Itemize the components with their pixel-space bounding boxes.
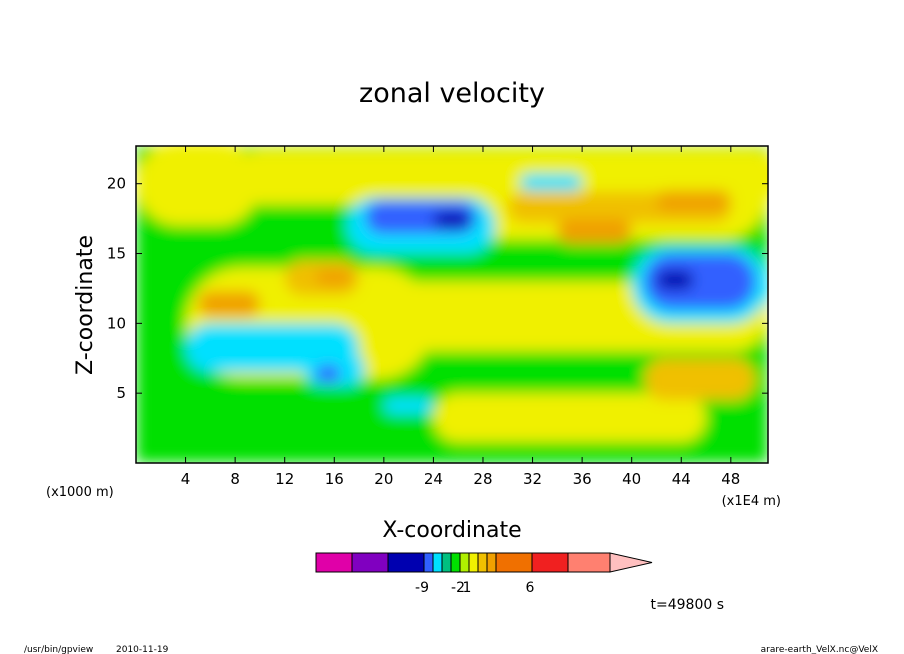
colorbar-segment <box>459 552 470 573</box>
x-axis-ticks: 4 8 12 16 20 24 28 32 36 40 44 48 <box>181 146 740 488</box>
colorbar-segment <box>531 552 569 573</box>
x-tick-label: 20 <box>374 470 393 488</box>
x-tick-label: 48 <box>721 470 740 488</box>
colorbar-segment <box>486 552 497 573</box>
field-region <box>315 365 341 383</box>
colorbar-label: -2 <box>451 580 465 596</box>
field-region <box>433 393 707 443</box>
colorbar-tip <box>609 552 653 573</box>
y-tick-label: 20 <box>107 175 126 193</box>
x-tick-label: 28 <box>473 470 492 488</box>
x-tick-label: 32 <box>523 470 542 488</box>
colorbar-segment <box>495 552 533 573</box>
y-tick-label: 10 <box>107 314 126 332</box>
x-tick-label: 16 <box>325 470 344 488</box>
field-region <box>315 268 353 286</box>
x-tick-label: 40 <box>622 470 641 488</box>
x-tick-label: 44 <box>672 470 691 488</box>
x-tick-label: 36 <box>573 470 592 488</box>
colorbar-segment <box>450 552 461 573</box>
field-region <box>383 397 434 415</box>
colorbar-segment <box>468 552 479 573</box>
colorbar-label: 6 <box>526 580 535 596</box>
field-region <box>644 358 756 401</box>
y-axis-ticks: 5 10 15 20 <box>107 175 768 402</box>
field-region <box>656 270 694 290</box>
x-tick-label: 4 <box>181 470 191 488</box>
colorbar-segment <box>567 552 611 573</box>
field-region <box>557 218 632 244</box>
footer-path: /usr/bin/gpview <box>24 645 93 654</box>
x-tick-label: 24 <box>424 470 443 488</box>
y-tick-label: 5 <box>116 384 126 402</box>
y-tick-label: 15 <box>107 245 126 263</box>
colorbar: -9 -21 6 <box>315 552 653 596</box>
field-region <box>197 291 260 317</box>
x-axis-label: X-coordinate <box>382 518 521 543</box>
colorbar-segment <box>432 552 443 573</box>
field-region <box>433 211 471 229</box>
y-unit-note: (x1000 m) <box>46 485 114 500</box>
plot-frame <box>135 145 769 464</box>
field-region <box>656 190 731 212</box>
colorbar-segment <box>423 552 434 573</box>
x-tick-label: 12 <box>275 470 294 488</box>
chart-title: zonal velocity <box>359 78 545 109</box>
time-label: t=49800 s <box>651 597 725 613</box>
colorbar-segment <box>477 552 488 573</box>
footer-source: arare-earth_VelX.nc@VelX <box>761 645 878 654</box>
field-region <box>235 148 768 205</box>
field-region <box>520 173 583 191</box>
x-tick-label: 8 <box>230 470 240 488</box>
x-unit-note: (x1E4 m) <box>722 494 781 509</box>
plot-area <box>136 146 768 463</box>
y-axis-label: Z-coordinate <box>73 235 98 375</box>
colorbar-segment <box>441 552 452 573</box>
colorbar-segment <box>351 552 389 573</box>
field-region <box>644 253 756 310</box>
field-region <box>136 146 260 226</box>
footer-date: 2010-11-19 <box>116 645 169 654</box>
colorbar-segment <box>315 552 353 573</box>
colorbar-segment <box>387 552 425 573</box>
colorbar-label: -9 <box>415 580 429 596</box>
colorbar-label: 1 <box>463 580 472 596</box>
